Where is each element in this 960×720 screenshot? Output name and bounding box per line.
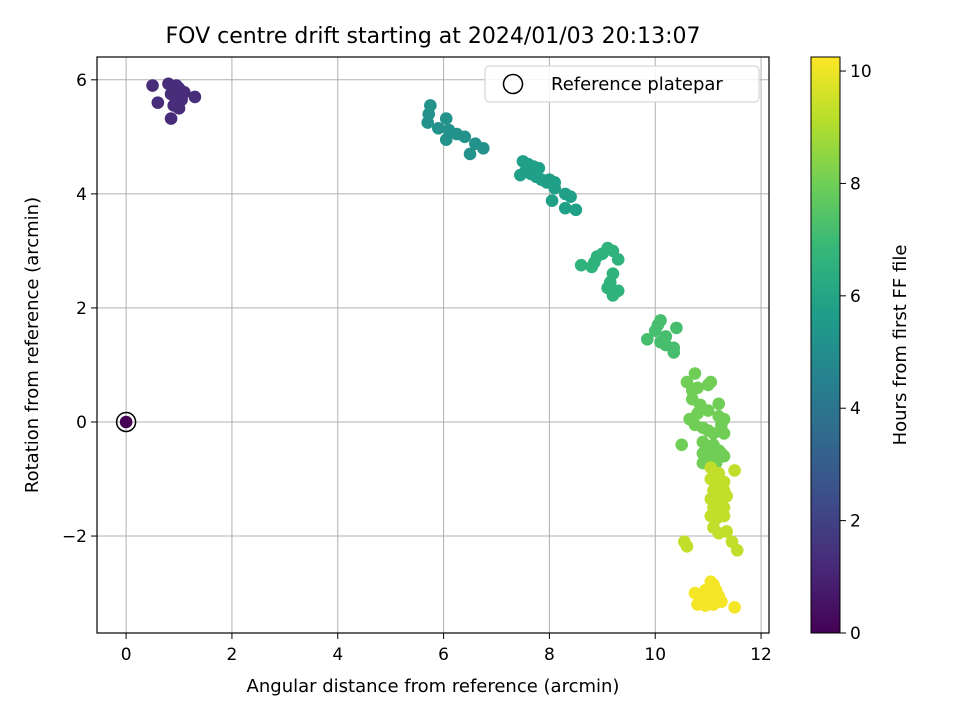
x-axis-ticks: 0 2 4 6 8 10 12: [121, 633, 772, 665]
data-point: [458, 130, 472, 144]
data-point: [574, 258, 588, 272]
colorbar-tick-label: 10: [850, 62, 872, 82]
x-axis-label: Angular distance from reference (arcmin): [247, 676, 620, 697]
x-tick-label: 4: [332, 645, 343, 665]
legend-box: [484, 65, 760, 103]
data-point: [172, 102, 186, 115]
legend-marker-icon: [502, 73, 524, 95]
data-point: [667, 346, 681, 359]
reference-platepar-marker: [115, 411, 137, 433]
data-point: [146, 79, 159, 92]
data-point: [691, 381, 704, 395]
y-tick-label: −2: [62, 527, 87, 547]
data-point: [717, 509, 731, 523]
y-axis-ticks: −2 0 2 4 6: [62, 71, 97, 547]
data-point: [728, 601, 741, 614]
data-point: [680, 540, 694, 553]
data-point: [688, 367, 702, 380]
data-point: [439, 112, 453, 125]
data-point: [476, 141, 490, 155]
x-tick-label: 2: [227, 645, 238, 665]
colorbar-tick-label: 0: [850, 624, 861, 644]
data-point: [564, 190, 577, 204]
x-tick-label: 0: [121, 645, 132, 665]
data-point: [569, 203, 583, 217]
data-point: [720, 489, 733, 503]
reference-marker-group: [115, 411, 137, 433]
colorbar: 0 2 4 6 8 10 Hours from first FF file: [810, 56, 911, 644]
data-point: [606, 289, 620, 302]
legend: Reference platepar: [484, 65, 760, 103]
x-tick-label: 10: [644, 645, 666, 665]
data-point: [730, 544, 744, 557]
data-point: [611, 253, 625, 266]
data-point: [670, 321, 683, 335]
plot-frame: [96, 56, 770, 634]
data-point: [701, 404, 715, 417]
colorbar-label: Hours from first FF file: [890, 245, 911, 446]
data-points: [146, 77, 744, 614]
data-point: [704, 375, 718, 389]
data-point: [712, 397, 726, 411]
y-tick-label: 6: [76, 71, 87, 91]
y-tick-label: 2: [76, 299, 87, 319]
reference-point: [119, 415, 133, 429]
data-point: [707, 427, 720, 440]
data-point: [463, 147, 477, 161]
data-point: [717, 427, 731, 440]
data-point: [188, 90, 202, 104]
data-point: [164, 112, 178, 125]
data-point: [707, 598, 720, 611]
x-tick-label: 6: [438, 645, 449, 665]
data-point: [431, 121, 445, 135]
legend-entry-reference-platepar: Reference platepar: [551, 74, 723, 95]
y-tick-label: 0: [76, 413, 87, 433]
y-tick-label: 4: [76, 185, 87, 205]
x-tick-label: 12: [750, 645, 772, 665]
data-point: [545, 194, 559, 208]
colorbar-tick-label: 8: [850, 174, 861, 194]
colorbar-tick-label: 6: [850, 287, 861, 307]
chart-title: FOV centre drift starting at 2024/01/03 …: [166, 24, 701, 49]
x-tick-label: 8: [544, 645, 555, 665]
colorbar-ticks: 0 2 4 6 8 10: [840, 62, 872, 644]
data-point: [514, 168, 527, 182]
data-point: [728, 464, 741, 477]
data-point: [439, 133, 453, 146]
data-point: [421, 116, 435, 129]
data-point: [654, 314, 667, 327]
colorbar-tick-label: 2: [850, 512, 861, 532]
data-point: [720, 525, 733, 538]
data-point: [548, 181, 562, 195]
colorbar-tick-label: 4: [850, 399, 861, 419]
data-point: [151, 96, 165, 109]
data-point: [640, 332, 654, 346]
data-point: [691, 407, 704, 420]
data-point: [675, 438, 688, 452]
y-axis-label: Rotation from reference (arcmin): [22, 197, 43, 493]
data-point: [558, 201, 572, 215]
colorbar-gradient: [810, 56, 841, 634]
